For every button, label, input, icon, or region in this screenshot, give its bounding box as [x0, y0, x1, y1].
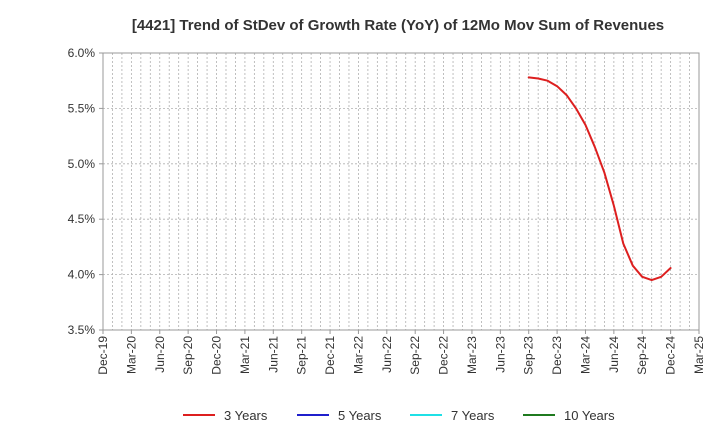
x-tick-label: Jun-24 [607, 336, 621, 373]
y-tick-label: 4.0% [68, 268, 96, 282]
x-tick-label: Jun-21 [266, 336, 280, 373]
legend-label: 7 Years [451, 408, 495, 423]
y-tick-label: 6.0% [68, 46, 96, 60]
y-tick-label: 5.0% [68, 157, 96, 171]
grid-lines [103, 53, 699, 330]
x-tick-label: Mar-23 [465, 336, 479, 374]
x-tick-label: Dec-22 [437, 336, 451, 375]
x-tick-label: Mar-21 [238, 336, 252, 374]
y-tick-label: 5.5% [68, 101, 96, 115]
series-layer [527, 76, 672, 282]
plot-frame [102, 52, 700, 331]
x-tick-label: Sep-24 [635, 336, 649, 375]
x-tick-label: Mar-22 [351, 336, 365, 374]
x-tick-label: Dec-21 [323, 336, 337, 375]
legend-label: 10 Years [564, 408, 615, 423]
x-tick-label: Sep-22 [408, 336, 422, 375]
x-tick-label: Mar-24 [578, 336, 592, 374]
x-tick-label: Dec-19 [96, 336, 110, 375]
x-axis-ticks: Dec-19 Mar-20 Jun-20 Sep-20 Dec-20 Mar-21 Jun-… [96, 330, 706, 375]
legend-label: 3 Years [224, 408, 268, 423]
x-tick-label: Jun-23 [493, 336, 507, 373]
legend: 3 Years 5 Years 7 Years 10 Years [183, 408, 615, 423]
x-tick-label: Jun-22 [380, 336, 394, 373]
y-tick-label: 4.5% [68, 212, 96, 226]
x-tick-label: Dec-23 [550, 336, 564, 375]
x-tick-label: Dec-20 [210, 336, 224, 375]
x-tick-label: Sep-21 [295, 336, 309, 375]
x-tick-label: Mar-25 [692, 336, 706, 374]
chart-title: [4421] Trend of StDev of Growth Rate (Yo… [132, 17, 664, 34]
legend-label: 5 Years [338, 408, 382, 423]
y-tick-label: 3.5% [68, 323, 96, 337]
x-tick-label: Sep-23 [522, 336, 536, 375]
x-tick-label: Mar-20 [124, 336, 138, 374]
y-axis-ticks: 3.5% 4.0% 4.5% 5.0% 5.5% 6.0% [68, 46, 103, 337]
x-tick-label: Sep-20 [181, 336, 195, 375]
series-line-3-years [527, 76, 672, 282]
x-tick-label: Jun-20 [153, 336, 167, 373]
x-tick-label: Dec-24 [664, 336, 678, 375]
